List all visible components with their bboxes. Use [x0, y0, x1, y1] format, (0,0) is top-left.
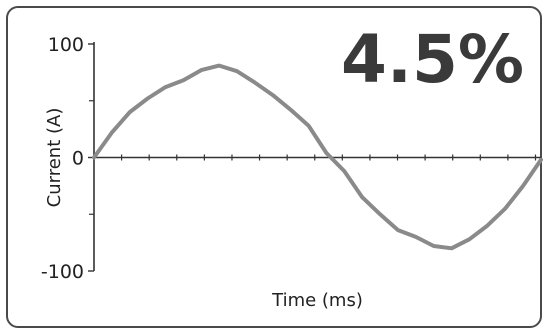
- x-axis-title: Time (ms): [271, 290, 363, 311]
- y-tick-label: 100: [48, 34, 84, 56]
- y-tick-label: 0: [72, 148, 84, 170]
- chart-ticks: 100 0 -100: [41, 34, 537, 283]
- chart-series: [92, 63, 543, 251]
- y-axis-title: Current (A): [44, 108, 65, 208]
- series-line: [92, 63, 543, 251]
- chart-card: [6, 6, 542, 328]
- headline-value: 4.5%: [341, 21, 524, 98]
- y-tick-label: -100: [41, 261, 84, 283]
